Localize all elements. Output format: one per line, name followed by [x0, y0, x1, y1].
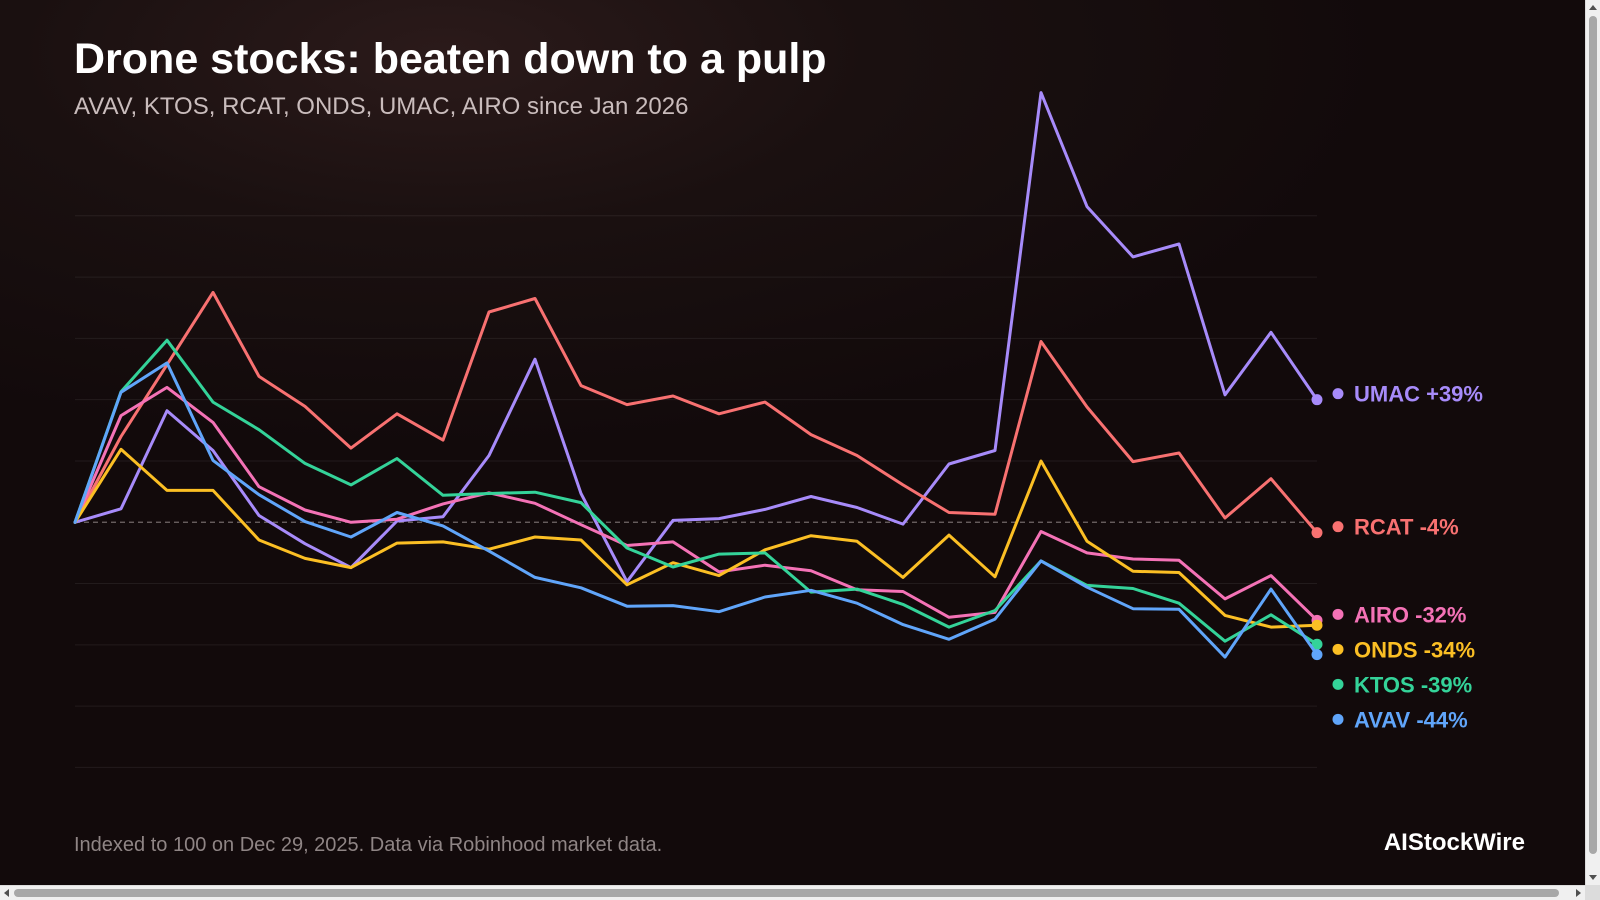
legend-dot-avav [1332, 713, 1344, 725]
series-line-ktos [73, 338, 1319, 646]
series-line-rcat [73, 290, 1319, 535]
series-end-point-ktos [1311, 638, 1323, 650]
series-line-avav [73, 361, 1319, 659]
series-line-onds [73, 447, 1319, 629]
scroll-right-arrow-icon[interactable] [1576, 889, 1581, 897]
gridlines [75, 215, 1317, 768]
horizontal-scrollbar-thumb[interactable] [14, 889, 1559, 897]
scroll-left-arrow-icon[interactable] [4, 889, 9, 897]
legend-dot-rcat [1332, 521, 1344, 533]
end-labels: UMAC +39% RCAT -4% AIRO -32% ONDS -34% KTOS … [1332, 382, 1483, 732]
legend-dot-airo [1332, 608, 1344, 620]
end-label-ktos: KTOS -39% [1354, 672, 1472, 697]
end-label-onds: ONDS -34% [1354, 637, 1475, 662]
series-line-umac [73, 91, 1319, 584]
end-label-avav: AVAV -44% [1354, 707, 1468, 732]
chart-footnote: Indexed to 100 on Dec 29, 2025. Data via… [74, 834, 662, 856]
series-end-point-avav [1311, 649, 1323, 661]
end-label-airo: AIRO -32% [1354, 602, 1466, 627]
series-lines [73, 91, 1323, 661]
brand-watermark: AIStockWire [1384, 829, 1525, 856]
chart-subtitle: AVAV, KTOS, RCAT, ONDS, UMAC, AIRO since… [74, 93, 688, 120]
series-end-point-rcat [1311, 527, 1323, 539]
end-label-rcat: RCAT -4% [1354, 515, 1459, 540]
scroll-down-arrow-icon[interactable] [1589, 875, 1597, 880]
chart-svg: Drone stocks: beaten down to a pulp AVAV… [73, 35, 1525, 856]
vertical-scrollbar[interactable] [1585, 0, 1600, 885]
horizontal-scrollbar[interactable] [0, 885, 1585, 900]
scroll-up-arrow-icon[interactable] [1589, 5, 1597, 10]
chart-title: Drone stocks: beaten down to a pulp [74, 35, 827, 83]
legend-dot-ktos [1332, 678, 1344, 690]
legend-dot-umac [1332, 388, 1344, 400]
chart-viewport: Drone stocks: beaten down to a pulp AVAV… [0, 0, 1585, 885]
legend-dot-onds [1332, 643, 1344, 655]
series-end-point-umac [1311, 394, 1323, 406]
end-label-umac: UMAC +39% [1354, 382, 1483, 407]
scrollbar-corner [1585, 885, 1600, 900]
vertical-scrollbar-thumb[interactable] [1589, 16, 1597, 854]
series-line-airo [73, 385, 1319, 622]
series-end-point-onds [1311, 619, 1323, 631]
